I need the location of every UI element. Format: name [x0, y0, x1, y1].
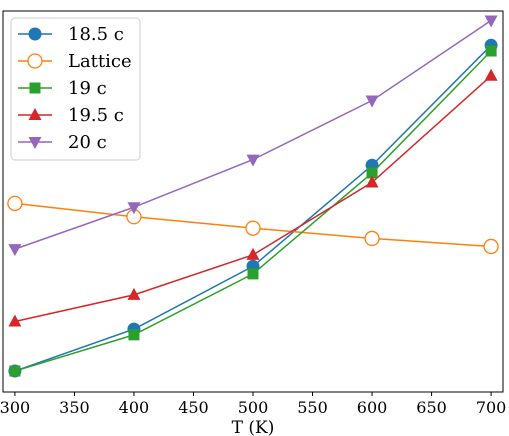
x-tick-label: 350 — [59, 398, 90, 417]
x-tick-label: 650 — [416, 398, 447, 417]
legend-marker-2 — [29, 82, 41, 94]
data-point-4-2 — [246, 154, 260, 167]
data-point-2-1 — [128, 329, 140, 341]
data-point-1-0 — [7, 195, 23, 212]
data-point-3-2 — [246, 247, 260, 260]
data-point-3-1 — [127, 287, 141, 300]
legend-marker-1 — [27, 53, 43, 69]
data-point-4-0 — [8, 244, 22, 257]
data-point-4-4 — [484, 15, 498, 28]
legend: 18.5 c Lattice 19 c 19.5 c 20 c — [10, 17, 141, 161]
data-point-1-3 — [364, 230, 380, 247]
legend-label-2: 19 c — [68, 78, 107, 99]
data-point-2-4 — [485, 45, 497, 57]
data-point-1-2 — [245, 220, 261, 236]
data-point-1-4 — [483, 238, 499, 255]
legend-label-0: 18.5 c — [68, 24, 124, 45]
x-tick-label: 400 — [119, 398, 150, 417]
data-point-2-2 — [247, 268, 259, 280]
x-tick-label: 300 — [0, 398, 30, 417]
data-point-2-3 — [366, 167, 378, 179]
legend-label-3: 19.5 c — [68, 105, 124, 126]
x-tick-label: 700 — [476, 398, 507, 417]
x-axis-label: T (K) — [232, 418, 275, 436]
legend-label-1: Lattice — [68, 51, 132, 72]
legend-marker-3 — [28, 108, 42, 120]
legend-box — [10, 17, 141, 161]
data-point-2-0 — [9, 365, 21, 377]
x-tick-label: 600 — [357, 398, 388, 417]
data-point-3-4 — [484, 68, 498, 81]
data-point-4-1 — [127, 202, 141, 215]
legend-label-4: 20 c — [68, 132, 107, 153]
x-axis: 300 350 400 450 500 550 600 650 700 — [0, 392, 506, 417]
x-tick-label: 550 — [297, 398, 328, 417]
legend-marker-4 — [28, 137, 42, 149]
data-point-3-3 — [365, 175, 379, 188]
x-tick-label: 500 — [238, 398, 269, 417]
series-markers — [7, 15, 499, 378]
x-tick-label: 450 — [178, 398, 209, 417]
legend-marker-0 — [28, 27, 42, 41]
data-point-3-0 — [8, 314, 22, 327]
data-point-4-3 — [365, 95, 379, 108]
